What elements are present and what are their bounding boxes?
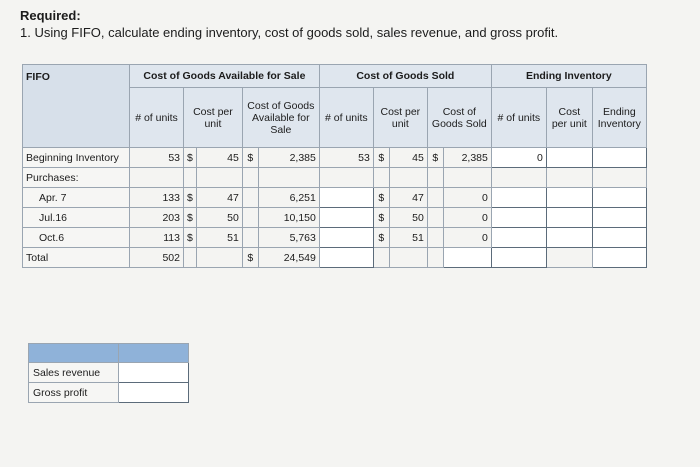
dollar-sign: $ (241, 247, 259, 268)
sold-cost: 51 (388, 227, 428, 248)
dollar-sign: $ (372, 227, 390, 248)
avail-units: 53 (129, 147, 184, 168)
dollar-sign: $ (372, 147, 390, 168)
sold-cost: 45 (388, 147, 428, 168)
group-available: Cost of Goods Available for Sale (129, 64, 320, 88)
end-inventory-input[interactable] (591, 227, 647, 248)
avail-cost: 51 (195, 227, 243, 248)
end-cost-input[interactable] (545, 207, 593, 228)
avail-cost: 50 (195, 207, 243, 228)
row-oct6: Oct.6 113 $ 51 5,763 $ 51 0 (22, 227, 647, 248)
avail-units: 502 (129, 247, 184, 268)
summary-header-value (118, 343, 189, 363)
end-units-input[interactable] (490, 227, 547, 248)
sold-cost: 47 (388, 187, 428, 208)
col-end-cost: Cost per unit (545, 87, 593, 148)
avail-cost: 45 (195, 147, 243, 168)
col-cost-per-unit: Cost per unit (183, 87, 243, 148)
end-inventory-input[interactable] (591, 147, 647, 168)
dollar-sign: $ (241, 147, 259, 168)
avail-cost: 47 (195, 187, 243, 208)
end-units-total-input[interactable] (490, 247, 547, 268)
col-end-units: # of units (490, 87, 547, 148)
end-inventory-input[interactable] (591, 187, 647, 208)
sales-revenue-input[interactable] (118, 362, 189, 383)
avail-units: 203 (129, 207, 184, 228)
fifo-table: FIFO Cost of Goods Available for Sale Co… (22, 64, 647, 268)
gross-profit-label: Gross profit (28, 382, 119, 403)
question-text: 1. Using FIFO, calculate ending inventor… (20, 25, 559, 40)
end-cost-input[interactable] (545, 187, 593, 208)
end-units-input[interactable]: 0 (490, 147, 547, 168)
col-units: # of units (129, 87, 184, 148)
row-total: Total 502 $ 24,549 (22, 247, 647, 268)
row-label: Apr. 7 (22, 187, 130, 208)
row-label: Oct.6 (22, 227, 130, 248)
group-sold: Cost of Goods Sold (318, 64, 492, 88)
dollar-sign: $ (183, 147, 197, 168)
sold-total: 0 (442, 227, 492, 248)
dollar-sign: $ (183, 207, 197, 228)
avail-total: 10,150 (257, 207, 320, 228)
sold-units-input[interactable] (318, 207, 374, 228)
row-jul16: Jul.16 203 $ 50 10,150 $ 50 0 (22, 207, 647, 228)
purchases-label: Purchases: (22, 167, 130, 188)
sold-units: 53 (318, 147, 374, 168)
sold-units-total-input[interactable] (318, 247, 374, 268)
summary-table: Sales revenue Gross profit (28, 343, 189, 403)
dollar-sign: $ (372, 187, 390, 208)
sold-total: 0 (442, 207, 492, 228)
end-inventory-input[interactable] (591, 207, 647, 228)
sold-total-input[interactable] (442, 247, 492, 268)
end-inventory-total-input[interactable] (591, 247, 647, 268)
summary-header (28, 343, 119, 363)
dollar-sign: $ (183, 227, 197, 248)
dollar-sign: $ (183, 187, 197, 208)
fifo-corner: FIFO (22, 64, 130, 148)
end-units-input[interactable] (490, 207, 547, 228)
end-cost-input[interactable] (545, 227, 593, 248)
sold-units-input[interactable] (318, 227, 374, 248)
group-ending: Ending Inventory (490, 64, 647, 88)
gross-profit-input[interactable] (118, 382, 189, 403)
end-units-input[interactable] (490, 187, 547, 208)
sold-total: 2,385 (442, 147, 492, 168)
sold-cost: 50 (388, 207, 428, 228)
row-label: Beginning Inventory (22, 147, 130, 168)
row-apr7: Apr. 7 133 $ 47 6,251 $ 47 0 (22, 187, 647, 208)
avail-total: 5,763 (257, 227, 320, 248)
col-cogas: Cost of Goods Available for Sale (241, 87, 320, 148)
avail-total: 24,549 (257, 247, 320, 268)
avail-total: 6,251 (257, 187, 320, 208)
sold-units-input[interactable] (318, 187, 374, 208)
sold-total: 0 (442, 187, 492, 208)
sales-revenue-label: Sales revenue (28, 362, 119, 383)
row-label: Jul.16 (22, 207, 130, 228)
avail-total: 2,385 (257, 147, 320, 168)
avail-units: 133 (129, 187, 184, 208)
end-cost-input[interactable] (545, 147, 593, 168)
row-purchases: Purchases: (22, 167, 647, 188)
required-heading: Required: (20, 8, 81, 23)
row-label: Total (22, 247, 130, 268)
dollar-sign: $ (426, 147, 444, 168)
col-cogs: Cost of Goods Sold (426, 87, 492, 148)
col-ending-inventory: Ending Inventory (591, 87, 647, 148)
avail-units: 113 (129, 227, 184, 248)
dollar-sign: $ (372, 207, 390, 228)
col-sold-cost-per-unit: Cost per unit (372, 87, 428, 148)
row-beginning: Beginning Inventory 53 $ 45 $ 2,385 53 $… (22, 147, 647, 168)
col-sold-units: # of units (318, 87, 374, 148)
